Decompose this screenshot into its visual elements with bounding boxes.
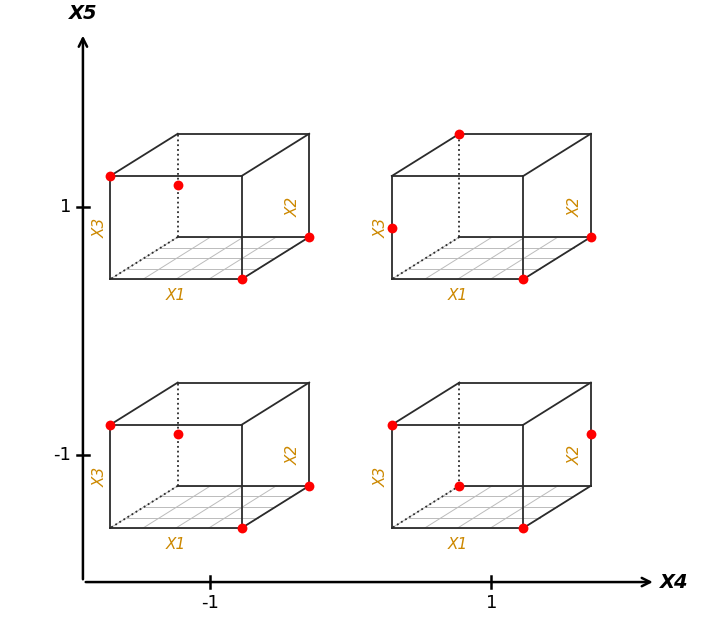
Point: [104, 420, 116, 430]
Text: X2: X2: [567, 196, 583, 217]
Text: 1: 1: [486, 594, 497, 612]
Point: [236, 274, 247, 284]
Point: [304, 481, 315, 491]
Point: [304, 232, 315, 242]
Point: [386, 223, 397, 233]
Point: [585, 429, 597, 439]
Point: [172, 429, 184, 439]
Point: [454, 481, 465, 491]
Point: [585, 232, 597, 242]
Point: [517, 523, 529, 533]
Text: X1: X1: [447, 537, 468, 551]
Text: -1: -1: [200, 594, 219, 612]
Text: X3: X3: [93, 217, 107, 238]
Text: -1: -1: [53, 446, 72, 465]
Text: X4: X4: [660, 573, 689, 592]
Text: X3: X3: [374, 466, 389, 487]
Text: X3: X3: [93, 466, 107, 487]
Text: X3: X3: [374, 217, 389, 238]
Point: [517, 274, 529, 284]
Point: [236, 523, 247, 533]
Text: X2: X2: [567, 445, 583, 465]
Point: [104, 171, 116, 181]
Point: [172, 181, 184, 191]
Point: [386, 420, 397, 430]
Point: [454, 129, 465, 138]
Text: X1: X1: [165, 288, 186, 302]
Text: X2: X2: [286, 445, 301, 465]
Text: 1: 1: [60, 197, 72, 215]
Text: X1: X1: [447, 288, 468, 302]
Text: X5: X5: [69, 4, 97, 24]
Text: X2: X2: [286, 196, 301, 217]
Text: X1: X1: [165, 537, 186, 551]
